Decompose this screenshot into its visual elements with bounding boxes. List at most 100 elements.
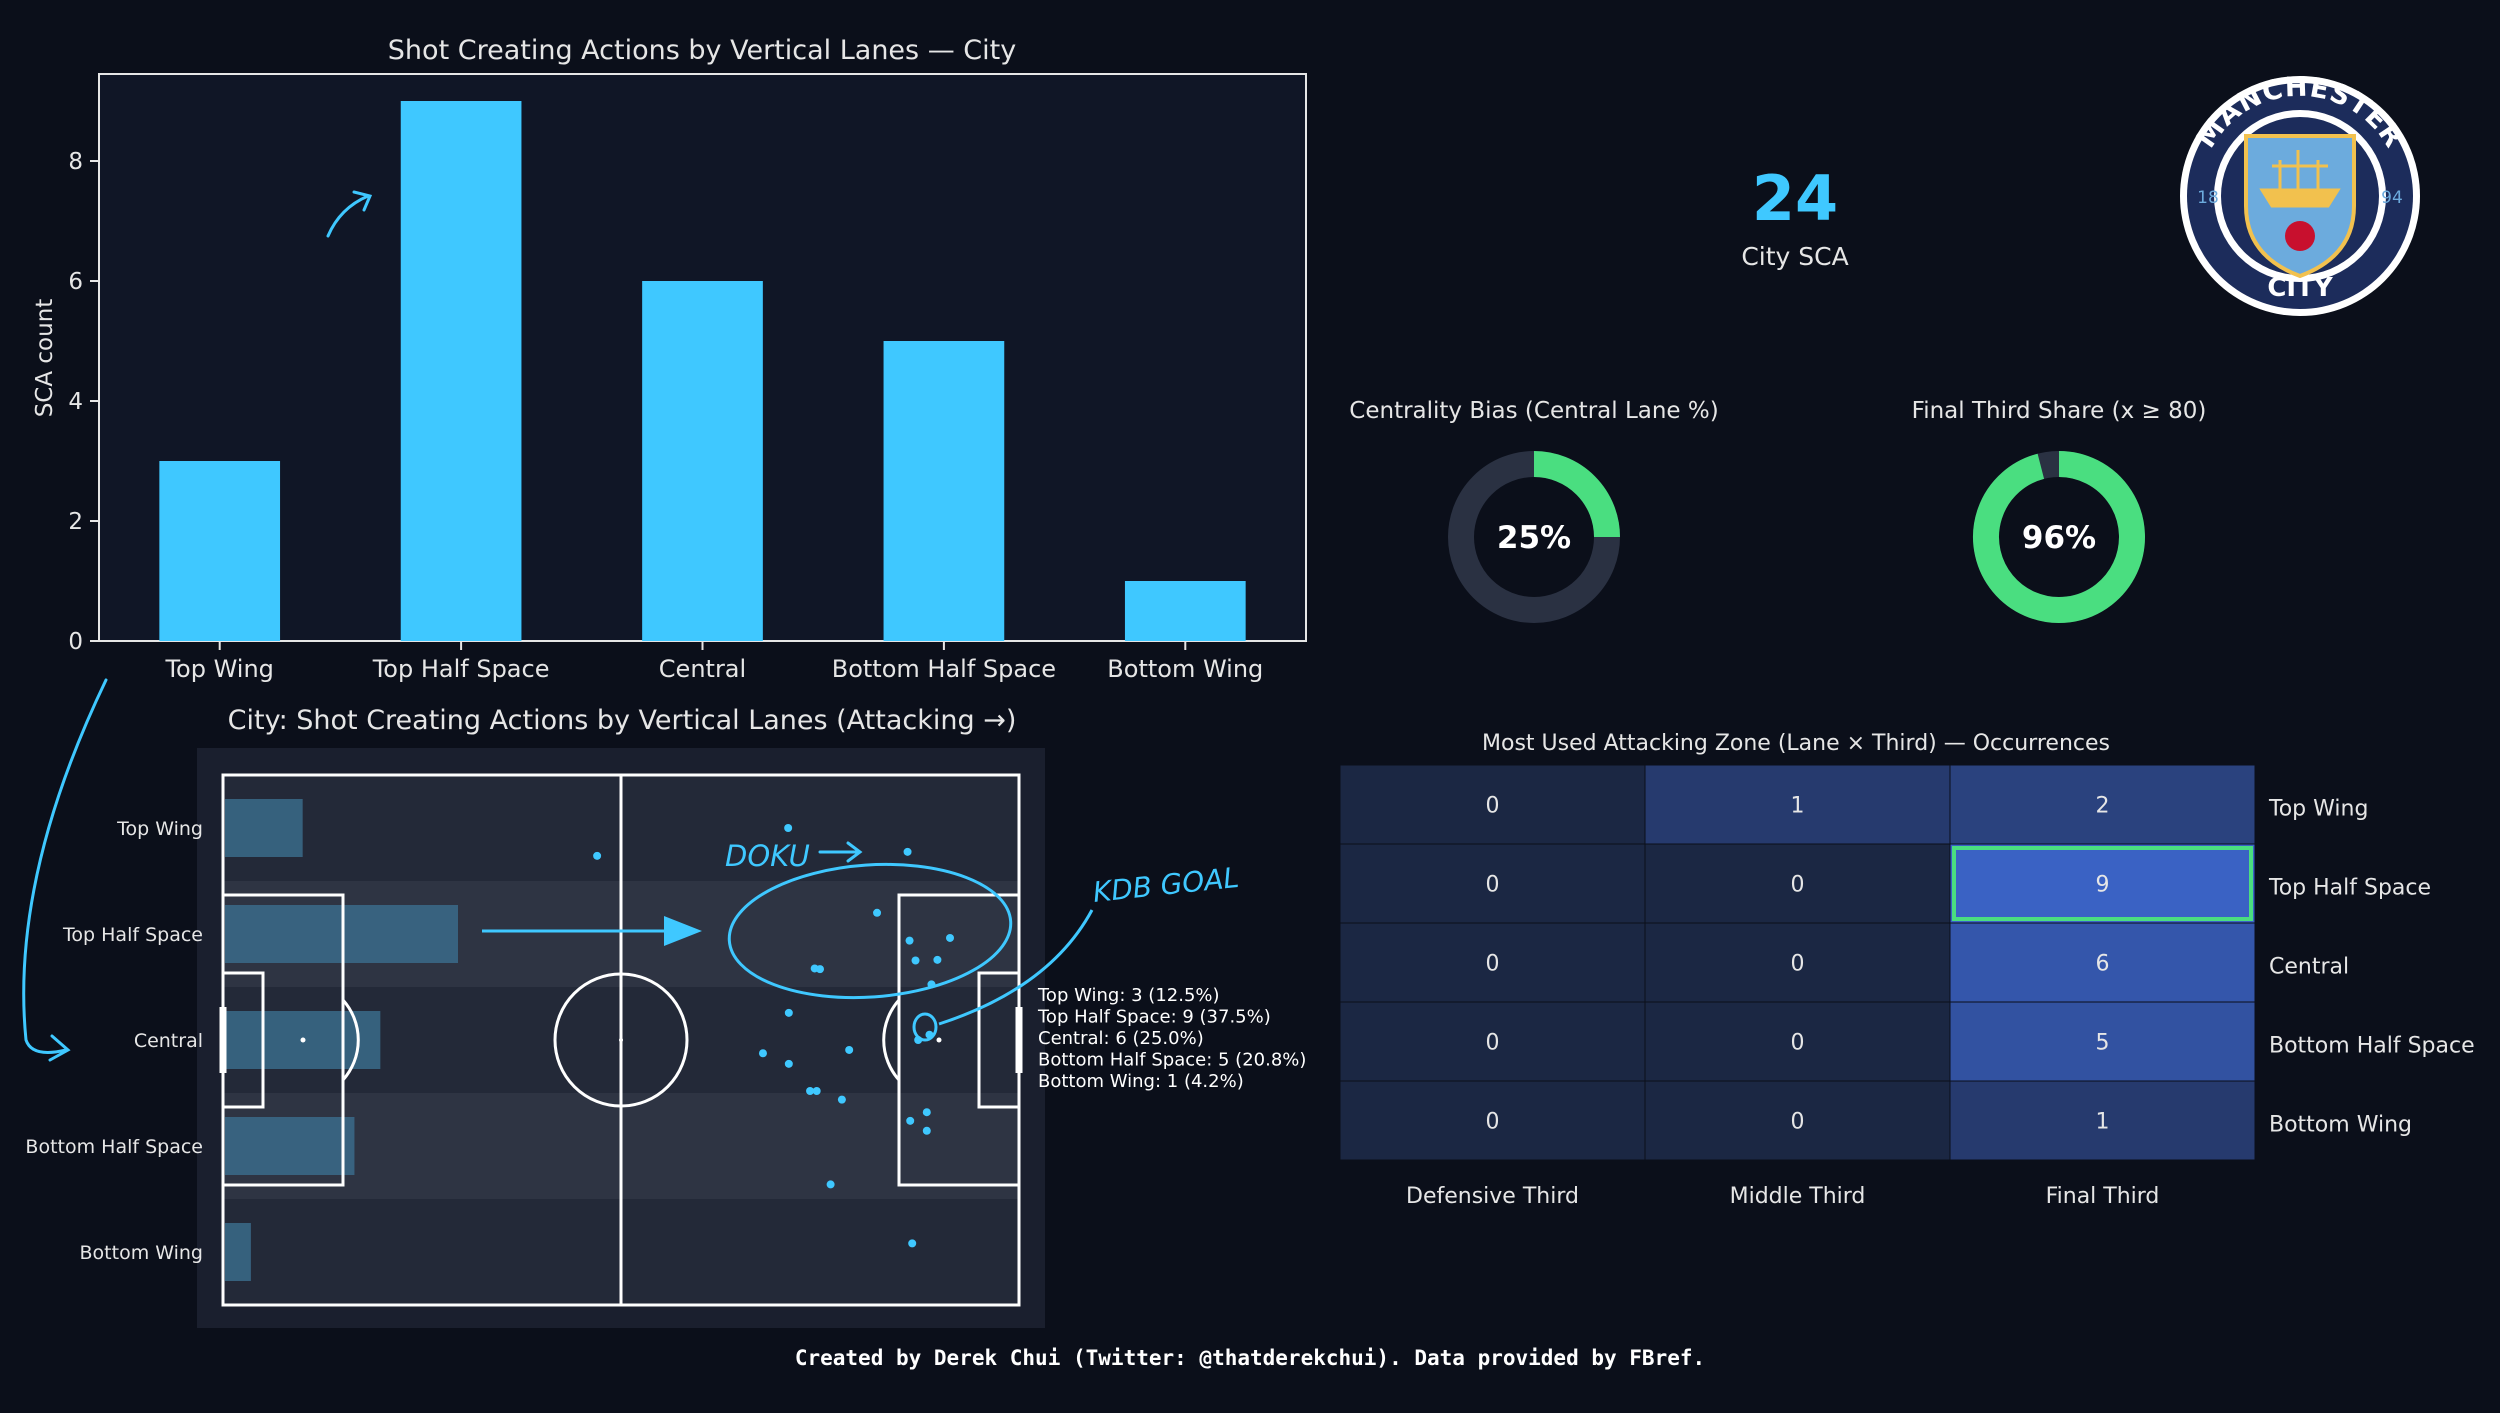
y-tick-label: 8 — [68, 149, 83, 175]
heatmap-lane-label: Bottom Half Space — [2269, 1034, 2475, 1059]
centrality-ring-label: 25% — [1497, 520, 1571, 556]
heatmap-lane-label: Central — [2269, 955, 2349, 980]
pitch-lane-bar — [225, 799, 303, 857]
heatmap-lane-label: Top Wing — [2268, 797, 2368, 822]
curved-arrow-annotation — [326, 194, 370, 238]
heatmap-cells: 0 1 2 0 0 9 0 0 6 0 0 5 0 0 1 — [1339, 764, 2256, 1161]
kpi-label: City SCA — [1741, 242, 1848, 271]
heatmap-cell-value: 1 — [2096, 1110, 2110, 1135]
centrality-ring-chart: Centrality Bias (Central Lane %) 25% — [1349, 398, 1719, 623]
centrality-ring-title: Centrality Bias (Central Lane %) — [1349, 398, 1718, 424]
heatmap-cell-value: 0 — [1791, 873, 1805, 898]
pitch-lane-label: Top Wing — [116, 818, 203, 840]
y-tick-label: 0 — [68, 629, 83, 655]
final-third-ring-chart: Final Third Share (x ≥ 80) 96% — [1912, 398, 2207, 623]
kdb-goal-annotation: KDB GOAL — [1091, 861, 1240, 909]
sca-point — [593, 851, 602, 860]
pitch-markings — [219, 773, 1023, 1307]
pitch-lane-labels: Top Wing Top Half Space Central Bottom Half… — [25, 818, 203, 1264]
pitch-chart: City: Shot Creating Actions by Vertical … — [25, 705, 1306, 1328]
sca-point — [908, 1239, 917, 1248]
bar-chart-title: Shot Creating Actions by Vertical Lanes … — [388, 35, 1016, 66]
pitch-lane-label: Central — [134, 1030, 203, 1052]
y-tick-label: 2 — [68, 509, 83, 535]
sca-point — [845, 1045, 854, 1054]
heatmap-cell-value: 5 — [2096, 1031, 2110, 1056]
heatmap-cell — [1644, 1001, 1951, 1082]
kpi-value: 24 — [1752, 162, 1838, 235]
club-crest-logo: MANCHESTER CITY 18 94 — [2180, 72, 2420, 316]
pitch-lane-label: Bottom Half Space — [25, 1136, 203, 1158]
heatmap-lane-label: Top Half Space — [2268, 876, 2431, 901]
heatmap-cell — [1644, 843, 1951, 924]
crest-text-bottom: CITY — [2267, 273, 2333, 303]
heatmap-cell-value: 2 — [2096, 794, 2110, 819]
sca-point — [922, 1108, 931, 1117]
x-tick-label: Top Half Space — [372, 655, 550, 683]
heatmap-cell — [1644, 1080, 1951, 1161]
pitch-lane-label: Top Half Space — [62, 924, 203, 946]
crest-year-left: 18 — [2197, 188, 2219, 208]
attack-direction-arrow-head — [664, 916, 702, 946]
heatmap-cell-value: 9 — [2096, 873, 2110, 898]
heatmap-cell-value: 0 — [1791, 1031, 1805, 1056]
sca-point — [922, 1126, 931, 1135]
heatmap-lane-label: Bottom Wing — [2269, 1113, 2412, 1138]
pitch-lane-bar — [225, 1223, 251, 1281]
heatmap-cell — [1339, 1080, 1646, 1161]
kdb-goal-highlight — [912, 1012, 938, 1042]
sca-point — [784, 1059, 793, 1068]
penalty-spot-right — [936, 1037, 942, 1043]
sca-point — [946, 933, 955, 942]
pitch-summary-line: Bottom Wing: 1 (4.2%) — [1038, 1071, 1244, 1092]
left-curved-arrow — [22, 678, 108, 1054]
heatmap-cell — [1949, 764, 2256, 845]
bar — [1124, 581, 1246, 641]
bar-chart: Shot Creating Actions by Vertical Lanes … — [32, 35, 1307, 683]
bar-chart-ylabel: SCA count — [32, 299, 58, 418]
sca-point — [911, 956, 920, 965]
crest-rose-icon — [2285, 221, 2315, 251]
left-curved-arrow-head — [48, 1034, 71, 1062]
bar — [159, 461, 281, 641]
pitch-summary-line: Central: 6 (25.0%) — [1038, 1028, 1204, 1049]
bar — [400, 101, 522, 641]
heatmap-cell-value: 6 — [2096, 952, 2110, 977]
curved-arrow-head — [352, 190, 373, 212]
heatmap-cell — [1339, 1001, 1646, 1082]
pitch-summary-line: Bottom Half Space: 5 (20.8%) — [1038, 1050, 1306, 1071]
bar-chart-y-axis: 0 2 4 6 8 — [68, 149, 99, 655]
heatmap-cell-value: 0 — [1486, 794, 1500, 819]
heatmap-cell — [1949, 922, 2256, 1003]
sca-point — [906, 1116, 915, 1125]
bar-chart-x-axis: Top Wing Top Half Space Central Bottom Half… — [164, 641, 1263, 683]
sca-point — [806, 1087, 815, 1096]
heatmap-third-labels: Defensive Third Middle Third Final Third — [1406, 1184, 2159, 1209]
sca-point — [826, 1180, 835, 1189]
heatmap-lane-labels: Top Wing Top Half Space Central Bottom Half… — [2268, 797, 2475, 1138]
y-tick-label: 4 — [68, 389, 83, 415]
heatmap-cell — [1339, 922, 1646, 1003]
heatmap-cell-value: 0 — [1791, 1110, 1805, 1135]
y-tick-label: 6 — [68, 269, 83, 295]
heatmap-third-label: Defensive Third — [1406, 1184, 1579, 1209]
pitch-lane-bar — [225, 1117, 355, 1175]
pitch-summary-line: Top Wing: 3 (12.5%) — [1037, 985, 1220, 1006]
x-tick-label: Top Wing — [164, 655, 273, 683]
crest-year-right: 94 — [2381, 188, 2403, 208]
pitch-sca-points — [593, 824, 955, 1248]
final-third-ring-label: 96% — [2022, 520, 2096, 556]
heatmap-cell-value: 0 — [1486, 1110, 1500, 1135]
doku-highlight-ellipse — [727, 862, 1013, 1000]
heatmap-cell — [1339, 843, 1646, 924]
sca-point — [758, 1049, 767, 1058]
zone-heatmap: Most Used Attacking Zone (Lane × Third) … — [1339, 731, 2475, 1209]
sca-point — [905, 936, 914, 945]
centre-spot — [619, 1038, 623, 1042]
penalty-spot-left — [300, 1037, 306, 1043]
heatmap-cell — [1644, 922, 1951, 1003]
final-third-ring-value-arc — [1973, 451, 2145, 623]
sca-point — [933, 955, 942, 964]
heatmap-cell — [1949, 1080, 2256, 1161]
final-third-ring-title: Final Third Share (x ≥ 80) — [1912, 398, 2207, 424]
